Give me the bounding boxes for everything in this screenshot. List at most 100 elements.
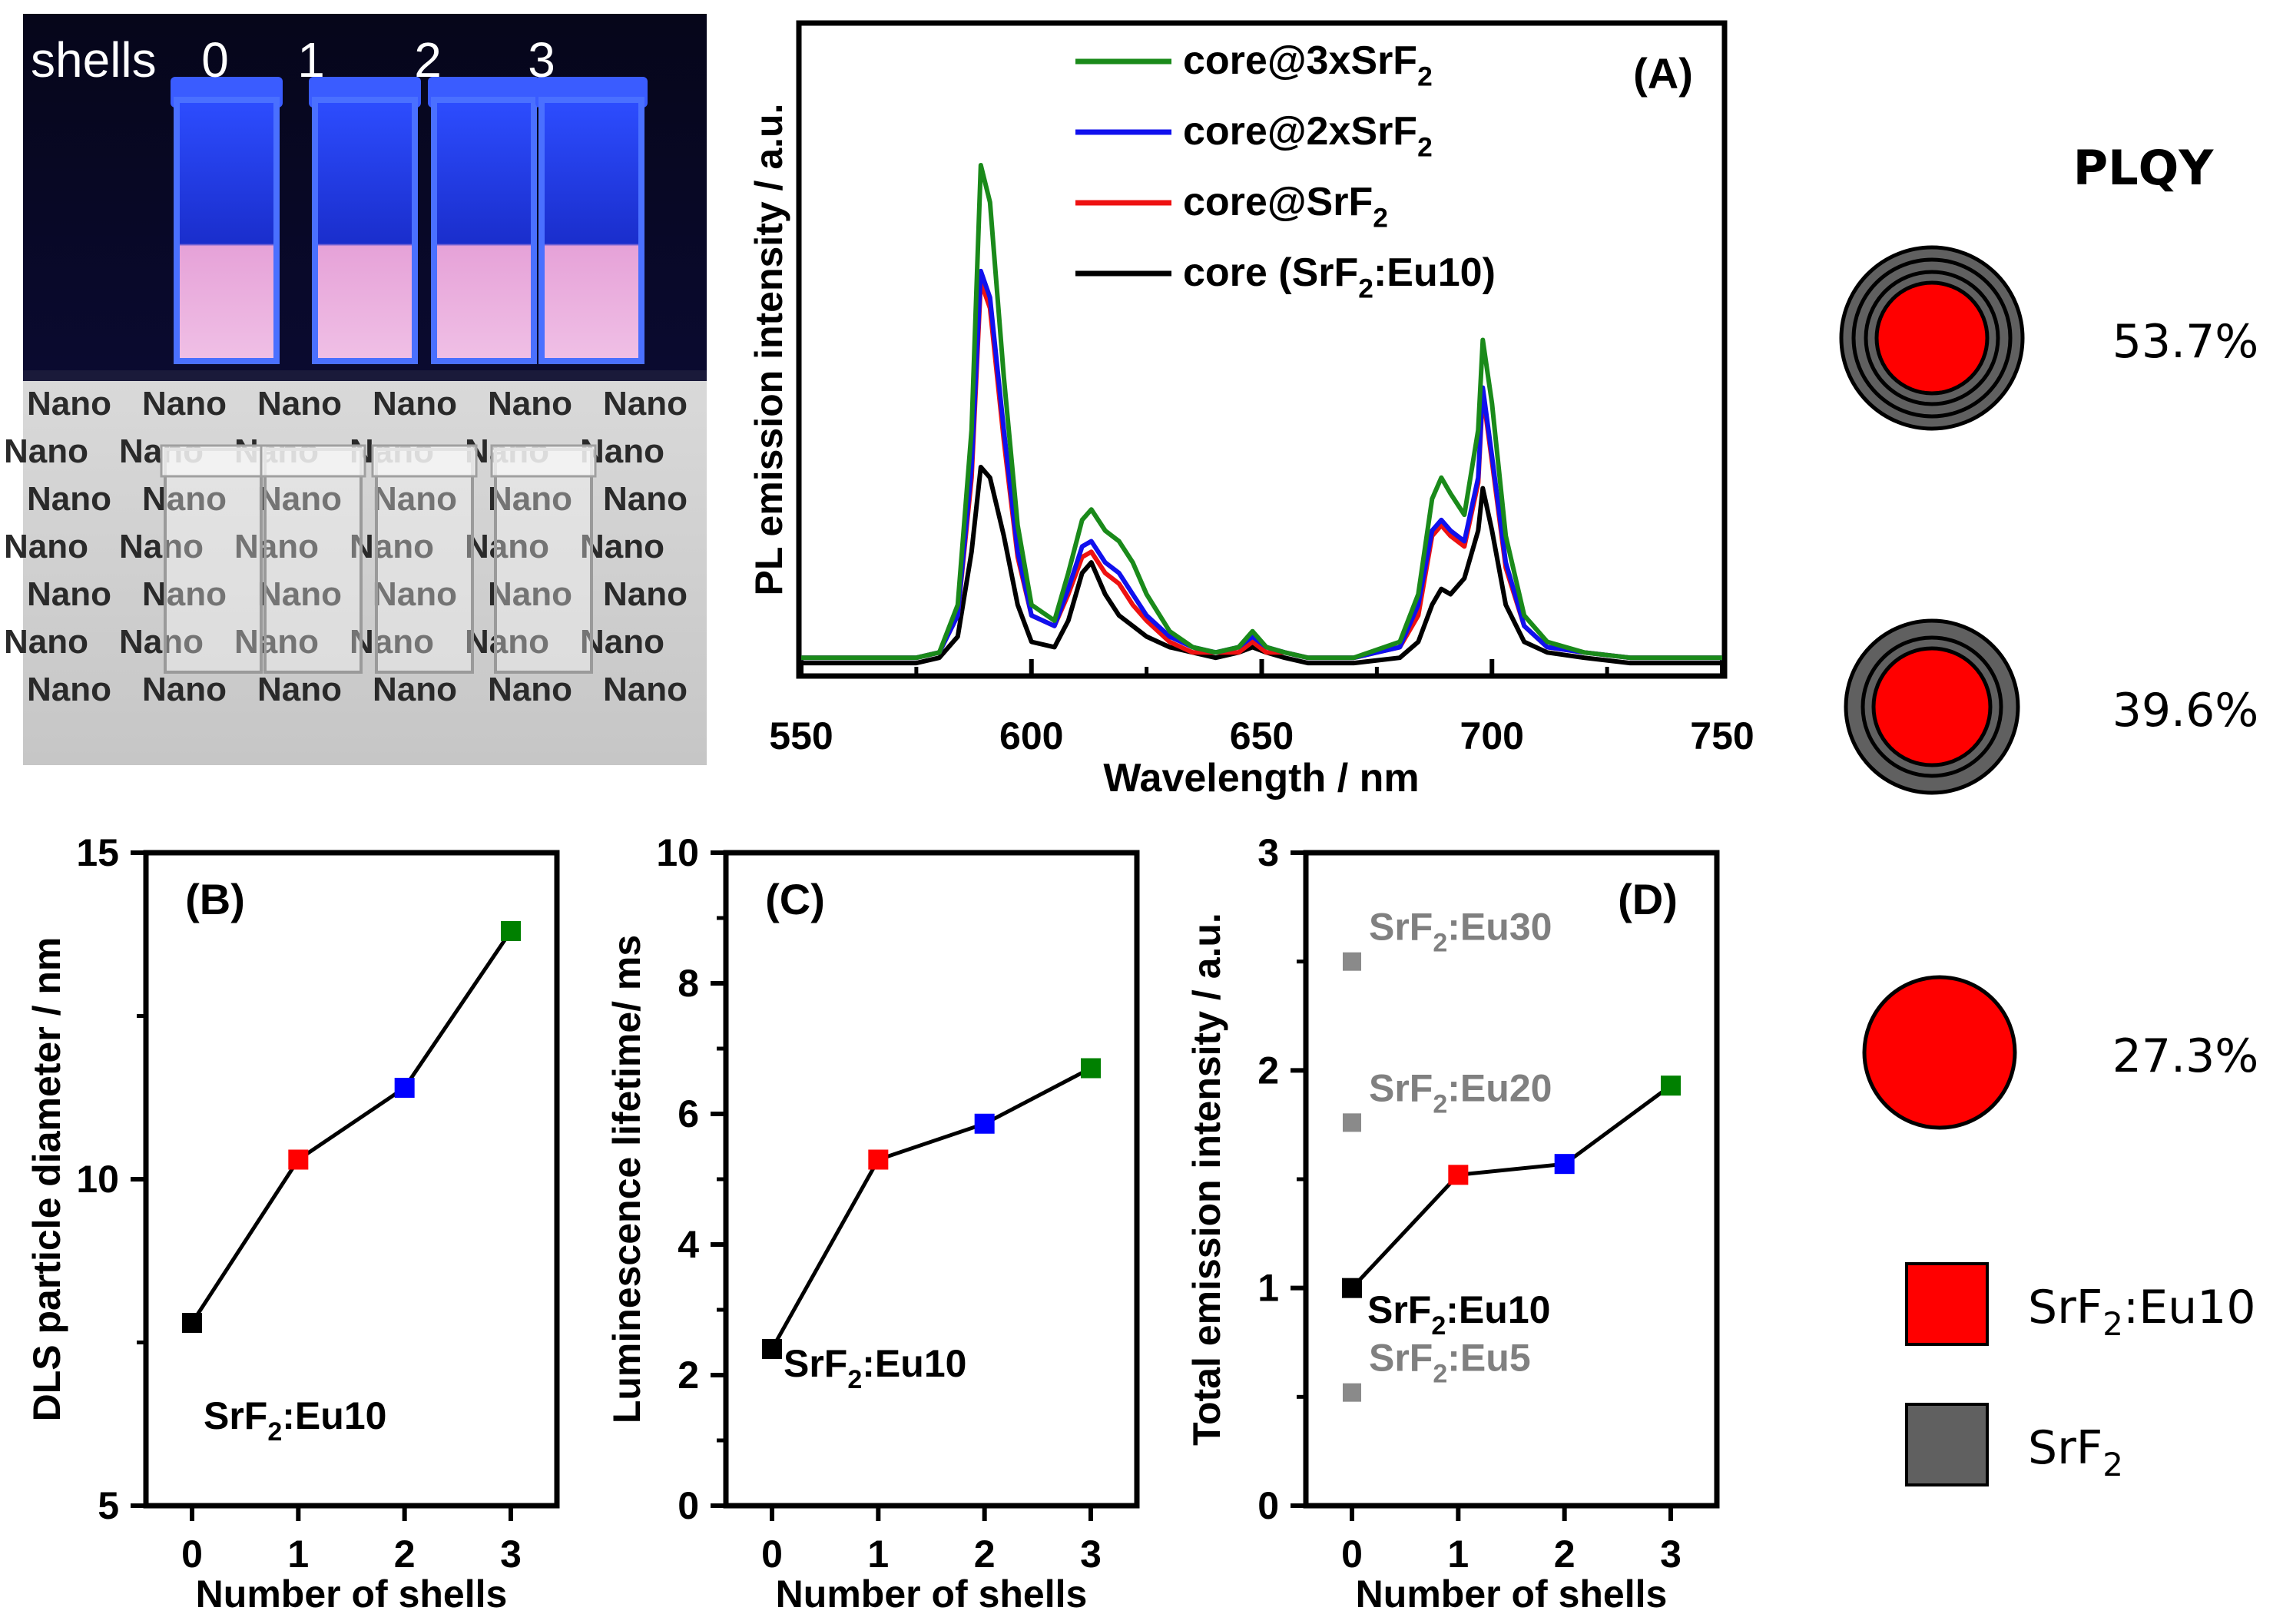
ytick-label: 0: [678, 1484, 699, 1527]
annotation-suffix: :Eu10: [282, 1394, 386, 1437]
spectrum-ylabel: PL emission intensity / a.u.: [747, 104, 790, 596]
legend-entry-subscript: 2: [1358, 274, 1373, 304]
reference-point: [1343, 952, 1361, 971]
ylabel: Total emission intensity / a.u.: [1185, 913, 1228, 1446]
shell-count-label: 2: [414, 32, 442, 88]
reference-label-subscript: 2: [1433, 929, 1447, 958]
nano-word: Nano: [465, 528, 549, 565]
reference-label-main: SrF: [1369, 1337, 1433, 1380]
nano-word: Nano: [603, 671, 688, 708]
ytick-label: 0: [1257, 1484, 1279, 1527]
ytick-label: 5: [98, 1484, 119, 1527]
plqy-value-2-shells: 39.6%: [2112, 684, 2259, 737]
data-point: [868, 1149, 889, 1170]
ytick-label: 10: [76, 1158, 119, 1201]
reference-label-main: SrF: [1369, 906, 1433, 949]
legend-entry-main: core (SrF: [1183, 250, 1358, 295]
clear-vial: [494, 448, 593, 674]
xlabel: Number of shells: [196, 1573, 508, 1616]
xtick-label: 3: [1660, 1533, 1682, 1576]
spectrum-series: [801, 163, 1722, 666]
panel-label: (B): [185, 875, 245, 923]
spectrum-xtick-label: 600: [999, 714, 1063, 757]
annotation-suffix: :Eu10: [862, 1342, 966, 1385]
xlabel: Number of shells: [776, 1573, 1088, 1616]
annotation-suffix: :Eu10: [1446, 1288, 1550, 1331]
ytick-label: 15: [76, 831, 119, 874]
spectrum-panel-label: (A): [1633, 49, 1693, 98]
nano-word: Nano: [603, 575, 688, 613]
nano-word: Nano: [373, 385, 457, 423]
nano-word: Nano: [488, 385, 572, 423]
data-point: [974, 1113, 995, 1134]
uv-vial: [309, 77, 421, 364]
legend-entry: core@SrF2: [1183, 180, 1388, 234]
particle-core-only: [1862, 975, 2017, 1130]
nano-word: Nano: [27, 575, 111, 613]
spectrum-xticks: 550 600 650 700 750: [769, 659, 1754, 757]
reference-label: SrF2:Eu20: [1369, 1066, 1552, 1119]
legend-entry: core (SrF2:Eu10): [1183, 250, 1496, 304]
vial-body: [431, 97, 537, 364]
shell-divider-1: [1851, 257, 2013, 419]
reference-point: [1343, 1113, 1361, 1132]
nano-word: Nano: [142, 671, 227, 708]
nano-word: Nano: [465, 623, 549, 661]
clear-vial: [164, 448, 263, 674]
clear-vial-cap: [160, 444, 267, 478]
ylabel: Luminescence lifetime/ ms: [605, 935, 648, 1423]
clear-vial-cap: [260, 444, 366, 478]
xtick-label: 3: [500, 1533, 522, 1576]
annotation-subscript: 2: [847, 1365, 862, 1394]
shell-count-label: 0: [201, 32, 229, 88]
spectrum-line-0: [801, 163, 1722, 661]
spectrum-xlabel: Wavelength / nm: [1103, 756, 1419, 800]
nano-word: Nano: [488, 671, 572, 708]
core: [1862, 975, 2017, 1130]
data-point: [762, 1339, 782, 1359]
annotation-subscript: 2: [1431, 1311, 1446, 1341]
legend-swatch-shell: [1905, 1403, 1989, 1486]
nano-word: Nano: [488, 575, 572, 613]
legend-label-shell: SrF2: [2028, 1421, 2123, 1483]
reference-label-suffix: :Eu30: [1447, 906, 1552, 949]
annotation-main: SrF: [204, 1394, 267, 1437]
panel-label: (C): [765, 875, 825, 923]
shell-divider: [1860, 635, 2003, 778]
clear-vial-cap: [371, 444, 478, 478]
legend-entry-suffix: :Eu10): [1373, 250, 1496, 295]
data-point: [1554, 1154, 1575, 1175]
nano-word: Nano: [488, 480, 572, 518]
spectrum-panel: 550 600 650 700 750 (A) Wavelength / nm PL e…: [747, 20, 1754, 800]
ytick-label: 2: [1257, 1049, 1279, 1092]
nano-word: Nano: [257, 575, 342, 613]
xtick-label: 0: [181, 1533, 203, 1576]
particle-2-shells: [1844, 618, 2020, 795]
shell-count-label: 3: [528, 32, 555, 88]
nano-word: Nano: [603, 385, 688, 423]
plot-frame: [1303, 850, 1720, 1509]
uv-vials: 0 1 2 3: [171, 32, 648, 364]
spectrum-xtick-label: 750: [1690, 714, 1754, 757]
particle-3-shells: [1839, 245, 2025, 431]
clear-vial: [375, 448, 474, 674]
nano-word: Nano: [257, 480, 342, 518]
plqy-value-core: 27.3%: [2112, 1029, 2259, 1083]
nano-word: Nano: [580, 528, 664, 565]
ytick-label: 4: [678, 1223, 699, 1266]
reference-label-subscript: 2: [1433, 1089, 1447, 1119]
photo-divider: [23, 370, 707, 381]
xtick-label: 0: [1341, 1533, 1363, 1576]
data-point: [1448, 1165, 1469, 1185]
nano-word: Nano: [603, 480, 688, 518]
plot-frame: [723, 850, 1140, 1509]
vial-body: [538, 97, 644, 364]
nano-word: Nano: [234, 623, 319, 661]
legend-entry: core@2xSrF2: [1183, 109, 1433, 163]
nano-word: Nano: [119, 623, 204, 661]
nano-word: Nano: [142, 385, 227, 423]
nano-word: Nano: [373, 480, 457, 518]
data-point: [501, 921, 521, 941]
reference-label: SrF2:Eu5: [1369, 1337, 1531, 1389]
